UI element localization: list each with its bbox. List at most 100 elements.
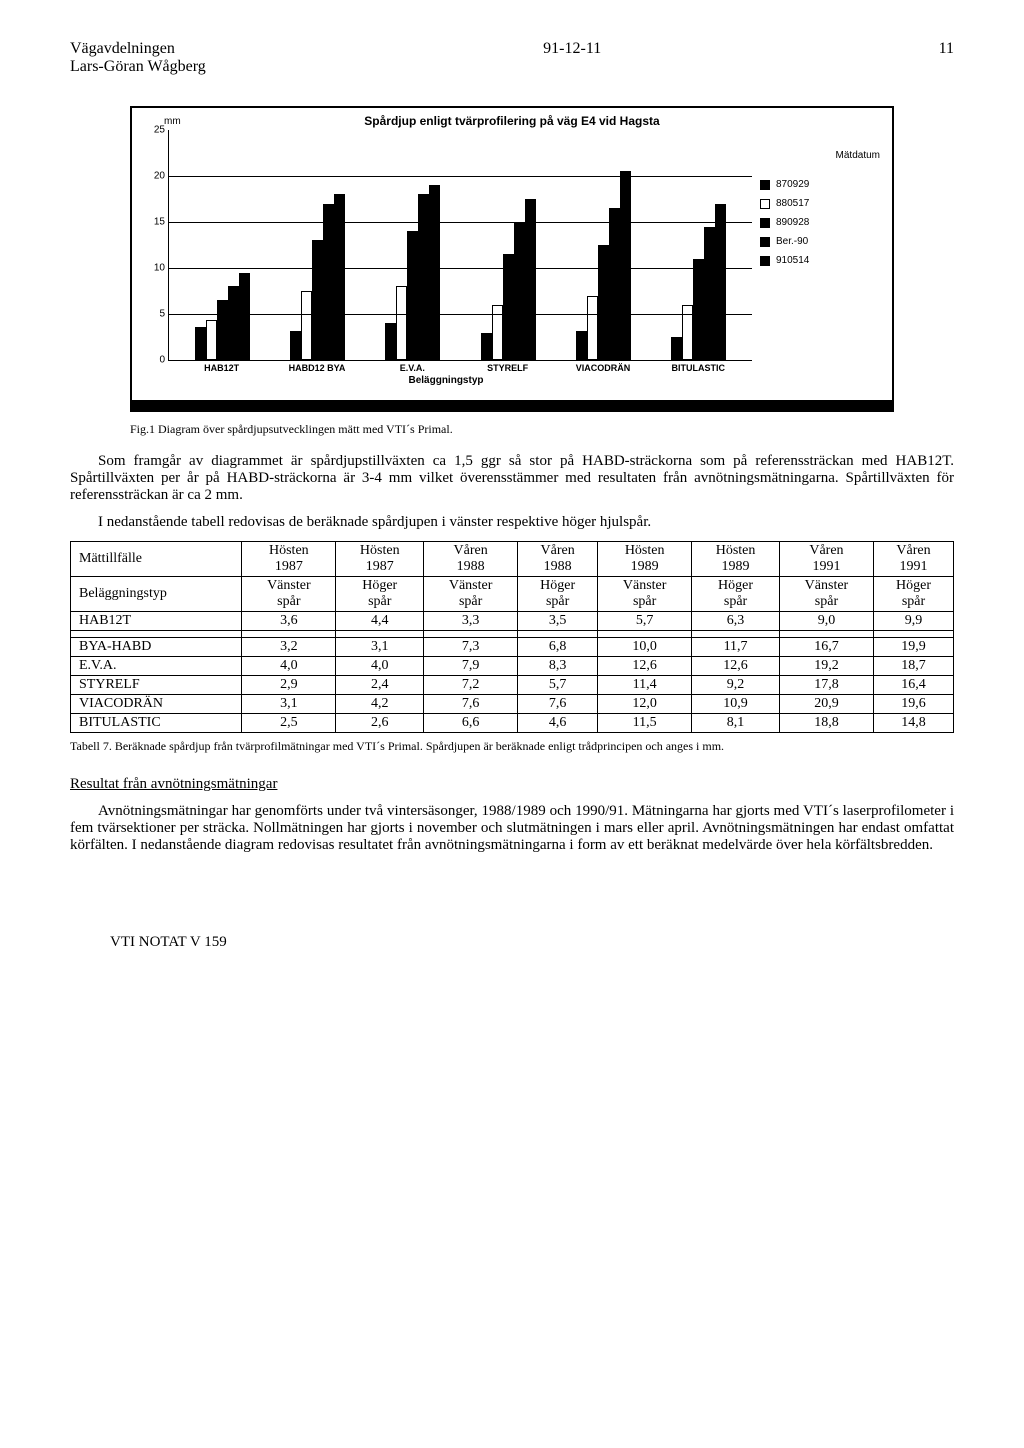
table-header-cell: Hösten1987 — [336, 542, 424, 577]
legend-item: 870929 — [760, 179, 880, 190]
table-cell: 6,6 — [424, 714, 518, 733]
table-cell: 3,1 — [336, 638, 424, 657]
table-cell: 2,9 — [242, 676, 336, 695]
bar — [715, 204, 726, 360]
table-cell: 11,5 — [598, 714, 692, 733]
table-cell: 12,6 — [692, 657, 780, 676]
table-header-cell: Högerspår — [692, 577, 780, 612]
x-tick-label: HAB12T — [174, 363, 269, 373]
legend-label: 870929 — [776, 179, 809, 190]
bar — [671, 337, 682, 360]
bar — [429, 185, 440, 360]
table-header-cell: Hösten1989 — [692, 542, 780, 577]
table-header-row: BeläggningstypVänsterspårHögerspårVänste… — [71, 577, 954, 612]
table-header-cell: Mättillfälle — [71, 542, 242, 577]
bar — [385, 323, 396, 360]
table-cell: 11,4 — [598, 676, 692, 695]
table-header-cell: Vänsterspår — [424, 577, 518, 612]
table-header-cell: Våren1988 — [518, 542, 598, 577]
bar — [598, 245, 609, 360]
y-tick-label: 0 — [145, 355, 165, 366]
header-left: Vägavdelningen Lars-Göran Wågberg — [70, 40, 206, 76]
bar-group — [576, 130, 631, 360]
legend-swatch — [760, 256, 770, 266]
table-cell: E.V.A. — [71, 657, 242, 676]
paragraph-1: Som framgår av diagrammet är spårdjupsti… — [70, 453, 954, 504]
table-row: STYRELF2,92,47,25,711,49,217,816,4 — [71, 676, 954, 695]
legend-swatch — [760, 237, 770, 247]
table-cell: VIACODRÄN — [71, 695, 242, 714]
table-cell: BITULASTIC — [71, 714, 242, 733]
table-cell: 20,9 — [779, 695, 873, 714]
bar — [525, 199, 536, 360]
y-tick-label: 5 — [145, 309, 165, 320]
table-header-cell: Våren1991 — [779, 542, 873, 577]
table-cell: 5,7 — [518, 676, 598, 695]
bar-group — [671, 130, 726, 360]
bar — [195, 327, 206, 360]
y-tick-label: 10 — [145, 263, 165, 274]
bar-group — [290, 130, 345, 360]
table-header-cell: Vänsterspår — [598, 577, 692, 612]
bar — [228, 286, 239, 360]
bar — [323, 204, 334, 360]
table-row: BITULASTIC2,52,66,64,611,58,118,814,8 — [71, 714, 954, 733]
table-cell: 5,7 — [598, 612, 692, 631]
table-cell: 9,0 — [779, 612, 873, 631]
table-row: BYA-HABD3,23,17,36,810,011,716,719,9 — [71, 638, 954, 657]
legend-swatch — [760, 218, 770, 228]
table-header-cell: Våren1988 — [424, 542, 518, 577]
legend-item: 910514 — [760, 255, 880, 266]
table-cell: 3,3 — [424, 612, 518, 631]
table-cell: 4,0 — [242, 657, 336, 676]
table-cell: 3,5 — [518, 612, 598, 631]
table-cell: 19,9 — [874, 638, 954, 657]
x-tick-label: HABD12 BYA — [269, 363, 364, 373]
table-cell: 18,7 — [874, 657, 954, 676]
page-header: Vägavdelningen Lars-Göran Wågberg 91-12-… — [70, 40, 954, 76]
table-header-cell: Hösten1987 — [242, 542, 336, 577]
legend-swatch — [760, 199, 770, 209]
table-header-cell: Högerspår — [874, 577, 954, 612]
x-tick-label: BITULASTIC — [651, 363, 746, 373]
table-spacer-row — [71, 631, 954, 638]
x-tick-label: VIACODRÄN — [555, 363, 650, 373]
paragraph-3: Avnötningsmätningar har genomförts under… — [70, 803, 954, 854]
table-cell: 10,9 — [692, 695, 780, 714]
table-cell: 3,1 — [242, 695, 336, 714]
table-cell: 9,9 — [874, 612, 954, 631]
bar — [587, 296, 598, 360]
table-row: E.V.A.4,04,07,98,312,612,619,218,7 — [71, 657, 954, 676]
table-cell: 10,0 — [598, 638, 692, 657]
table-cell: 14,8 — [874, 714, 954, 733]
author-name: Lars-Göran Wågberg — [70, 58, 206, 76]
bar — [239, 273, 250, 360]
table-header-cell: Högerspår — [336, 577, 424, 612]
table-cell: 3,6 — [242, 612, 336, 631]
footer: VTI NOTAT V 159 — [110, 934, 954, 951]
x-axis-labels: HAB12THABD12 BYAE.V.A.STYRELFVIACODRÄNBI… — [168, 361, 752, 373]
legend-label: Ber.-90 — [776, 236, 808, 247]
chart-title: Spårdjup enligt tvärprofilering på väg E… — [132, 108, 892, 130]
bar-chart: Spårdjup enligt tvärprofilering på väg E… — [130, 106, 894, 412]
table-cell: 2,6 — [336, 714, 424, 733]
table-header-cell: Våren1991 — [874, 542, 954, 577]
table-cell: 9,2 — [692, 676, 780, 695]
bar — [334, 194, 345, 360]
table-cell: 7,6 — [518, 695, 598, 714]
legend-item: 880517 — [760, 198, 880, 209]
table-cell: 7,9 — [424, 657, 518, 676]
x-axis-title: Beläggningstyp — [140, 375, 752, 386]
table-cell: 6,8 — [518, 638, 598, 657]
table-header-row: MättillfälleHösten1987Hösten1987Våren198… — [71, 542, 954, 577]
bar-group — [385, 130, 440, 360]
table-cell: 4,0 — [336, 657, 424, 676]
chart-bottom-bar — [132, 400, 892, 410]
table-row: VIACODRÄN3,14,27,67,612,010,920,919,6 — [71, 695, 954, 714]
table-caption: Tabell 7. Beräknade spårdjup från tvärpr… — [70, 739, 954, 754]
table-cell: 11,7 — [692, 638, 780, 657]
legend-item: 890928 — [760, 217, 880, 228]
bar — [396, 286, 407, 360]
table-header-cell: Högerspår — [518, 577, 598, 612]
table-cell: 8,3 — [518, 657, 598, 676]
